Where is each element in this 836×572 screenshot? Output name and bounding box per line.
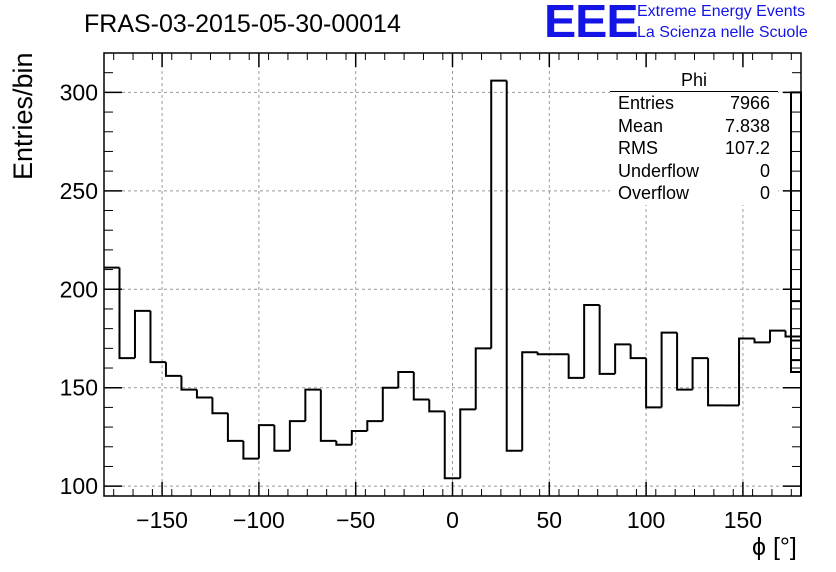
stats-row-overflow: Overflow 0: [610, 182, 778, 205]
y-tick-label: 150: [60, 375, 98, 401]
histogram-bin: [790, 340, 802, 496]
stats-value: 0: [759, 183, 770, 203]
histogram-bin: [288, 420, 306, 451]
histogram-bin: [790, 91, 802, 496]
stats-row-entries: Entries 7966: [610, 92, 778, 115]
histogram-bin: [195, 389, 213, 399]
stats-label: Mean: [618, 115, 664, 136]
stats-label: Entries: [618, 93, 675, 113]
stats-value: 7966: [729, 93, 770, 113]
stats-value: 107.2: [724, 138, 770, 158]
histogram-bin: [257, 424, 275, 459]
histogram-bin: [319, 389, 337, 442]
stats-row-underflow: Underflow 0: [610, 160, 778, 183]
x-tick-label: 0: [446, 507, 459, 533]
stats-label: Underflow: [618, 160, 700, 181]
histogram-bin: [676, 332, 693, 391]
axes: −150 −100 −50 0 50 100 150 100 150 200 250 300: [60, 52, 802, 533]
histogram-bin: [350, 430, 368, 445]
stats-box: Phi Entries 7966 Mean 7.838 RMS 107.2 Un…: [610, 70, 778, 205]
stats-row-mean: Mean 7.838: [610, 115, 778, 138]
histogram-bin: [443, 411, 461, 480]
y-axis-label: Entries/bin: [8, 52, 38, 180]
histogram-bin: [521, 351, 538, 451]
histogram-bin: [660, 331, 678, 408]
stats-row-rms: RMS 107.2: [610, 137, 778, 160]
histogram-bin: [629, 344, 647, 360]
histogram-bin: [645, 358, 662, 409]
x-tick-label: 50: [537, 507, 563, 533]
histogram-bin: [536, 352, 554, 356]
x-axis-label: ϕ [°]: [752, 533, 797, 561]
stats-value: 7.838: [724, 115, 770, 136]
histogram-bin: [474, 347, 492, 410]
chart-title: FRAS-03-2015-05-30-00014: [84, 10, 401, 38]
histogram-bin: [567, 354, 585, 379]
eee-logo: EEE: [544, 0, 639, 47]
histogram-bin: [133, 309, 151, 359]
histogram-bin: [381, 386, 399, 422]
histogram-bin: [242, 440, 259, 460]
stats-label: RMS: [618, 138, 658, 158]
histogram-bin: [304, 388, 321, 422]
y-tick-label: 200: [60, 276, 98, 302]
x-tick-label: −50: [336, 507, 375, 533]
x-tick-label: 100: [627, 507, 665, 533]
histogram-bin: [505, 80, 523, 452]
histogram-bin: [397, 370, 414, 388]
histogram-bin: [598, 305, 616, 375]
histogram-bin: [691, 357, 709, 390]
histogram-bin: [428, 399, 445, 413]
x-tick-label: −100: [233, 507, 285, 533]
y-tick-label: 300: [60, 79, 98, 105]
histogram-bin: [583, 304, 600, 378]
stats-title: Phi: [610, 70, 778, 92]
stats-value: 0: [759, 160, 770, 181]
histogram-bin: [753, 338, 771, 344]
histogram-bin: [273, 425, 290, 452]
histogram-bin: [211, 397, 228, 415]
histogram-bin: [118, 267, 135, 360]
histogram-bin: [784, 330, 801, 338]
histogram-bin: [490, 79, 507, 349]
histogram-bin: [366, 420, 383, 432]
logo-text-line2: La Scienza nelle Scuole: [637, 24, 808, 41]
histogram-bin: [459, 408, 476, 479]
histogram-bin: [412, 371, 430, 401]
logo-text-line1: Extreme Energy Events: [637, 3, 806, 20]
y-tick-label: 100: [60, 473, 98, 499]
histogram-bin: [769, 329, 786, 343]
x-tick-label: −150: [136, 507, 188, 533]
histogram-bin: [614, 343, 631, 374]
histogram-series: [104, 79, 802, 496]
histogram-bin: [180, 375, 197, 391]
histogram-bin: [707, 358, 724, 407]
x-tick-label: 150: [724, 507, 762, 533]
histogram-bin: [790, 336, 802, 496]
histogram-bin: [335, 440, 352, 446]
histogram-bin: [738, 337, 755, 406]
histogram-bin: [226, 413, 244, 442]
histogram-bin: [149, 310, 166, 364]
y-tick-label: 250: [60, 178, 98, 204]
histogram-bin: [164, 362, 182, 377]
stats-label: Overflow: [618, 183, 690, 203]
